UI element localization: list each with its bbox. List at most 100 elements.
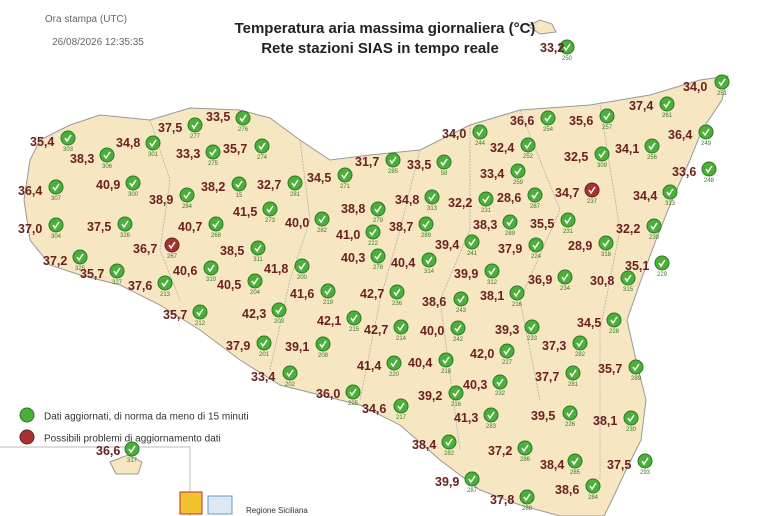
station-check xyxy=(254,244,262,253)
station-marker xyxy=(654,255,670,271)
station-id: 293 xyxy=(640,470,651,476)
sicily-outline xyxy=(23,75,729,516)
station-id: 307 xyxy=(51,196,62,202)
station-marker xyxy=(659,96,675,112)
station-id: 215 xyxy=(349,327,360,333)
station-id: 233 xyxy=(527,336,538,342)
station-check xyxy=(513,289,521,298)
station-check xyxy=(113,267,121,276)
station-check xyxy=(291,179,299,188)
station-id: 274 xyxy=(257,155,268,161)
station-marker xyxy=(424,189,440,205)
station-check xyxy=(191,121,199,130)
station-marker xyxy=(646,218,662,234)
station-check xyxy=(397,323,405,332)
station-id: 248 xyxy=(704,178,715,184)
station-temperature: 34,0 xyxy=(442,127,466,141)
station-marker xyxy=(572,335,588,351)
station-marker xyxy=(438,352,454,368)
station-marker xyxy=(524,319,540,335)
station-temperature: 34,6 xyxy=(362,402,386,416)
station-marker xyxy=(528,237,544,253)
station-check xyxy=(718,78,726,87)
station-temperature: 42,0 xyxy=(470,347,494,361)
station-temperature: 41,8 xyxy=(264,262,288,276)
station-id: 289 xyxy=(631,376,642,382)
station-temperature: 38,3 xyxy=(473,218,497,232)
station-marker xyxy=(393,319,409,335)
station-temperature: 35,7 xyxy=(598,362,622,376)
station-temperature: 40,3 xyxy=(341,251,365,265)
station-temperature: 40,0 xyxy=(285,216,309,230)
print-time: 26/08/2026 12:35:35 xyxy=(52,37,144,48)
station-marker xyxy=(418,216,434,232)
station-id: 208 xyxy=(318,353,329,359)
station-marker xyxy=(256,335,272,351)
station-id: 201 xyxy=(259,352,270,358)
station-marker xyxy=(337,167,353,183)
station-marker xyxy=(520,137,536,153)
station-check xyxy=(531,191,539,200)
station-marker xyxy=(620,270,636,286)
station-check xyxy=(514,167,522,176)
station-marker xyxy=(231,176,247,192)
station-check xyxy=(487,411,495,420)
station-temperature: 38,6 xyxy=(555,483,579,497)
station-check xyxy=(506,218,514,227)
station-id: 277 xyxy=(190,134,201,140)
station-marker xyxy=(560,212,576,228)
station-temperature: 39,2 xyxy=(418,389,442,403)
station-check xyxy=(149,139,157,148)
station-id: 285 xyxy=(570,470,581,476)
station-marker xyxy=(254,138,270,154)
station-temperature: 40,4 xyxy=(391,256,415,270)
station-id: 237 xyxy=(587,199,598,205)
station-temperature: 32,4 xyxy=(490,141,514,155)
station-id: 289 xyxy=(505,231,516,237)
station-id: 236 xyxy=(392,301,403,307)
station-id: 249 xyxy=(701,141,712,147)
station-check xyxy=(275,306,283,315)
station-marker xyxy=(262,201,278,217)
station-temperature: 33,4 xyxy=(480,167,504,181)
station-temperature: 34,1 xyxy=(615,142,639,156)
station-temperature: 41,0 xyxy=(336,228,360,242)
station-id: 216 xyxy=(451,402,462,408)
station-temperature: 37,8 xyxy=(490,493,514,507)
station-marker xyxy=(453,291,469,307)
station-check xyxy=(702,128,710,137)
station-temperature: 35,7 xyxy=(223,142,247,156)
station-id: 306 xyxy=(102,164,113,170)
station-id: 231 xyxy=(563,229,574,235)
station-temperature: 36,4 xyxy=(18,184,42,198)
legend-ok: Dati aggiornati, di norma da meno di 15 … xyxy=(44,412,249,423)
station-temperature: 41,5 xyxy=(233,205,257,219)
station-check xyxy=(588,186,596,195)
station-temperature: 38,8 xyxy=(341,202,365,216)
station-marker xyxy=(478,191,494,207)
station-marker xyxy=(484,263,500,279)
region-logo xyxy=(179,491,203,515)
station-id: 257 xyxy=(602,125,613,131)
station-marker xyxy=(99,147,115,163)
station-id: 58 xyxy=(441,171,448,177)
station-temperature: 37,6 xyxy=(128,279,152,293)
station-id: 224 xyxy=(531,254,542,260)
station-marker xyxy=(385,152,401,168)
province-borders xyxy=(149,104,621,480)
station-temperature: 33,5 xyxy=(407,158,431,172)
station-temperature: 39,1 xyxy=(285,340,309,354)
station-check xyxy=(496,378,504,387)
station-marker xyxy=(157,275,173,291)
station-temperature: 37,9 xyxy=(226,339,250,353)
station-id: 216 xyxy=(512,302,523,308)
station-id: 311 xyxy=(253,257,263,263)
station-id: 251 xyxy=(717,91,728,97)
station-temperature: 40,5 xyxy=(217,278,241,292)
station-marker xyxy=(448,385,464,401)
station-id: 284 xyxy=(588,495,599,501)
station-id: 282 xyxy=(444,451,455,457)
station-id: 282 xyxy=(317,228,328,234)
station-check xyxy=(445,438,453,447)
inset-frame xyxy=(0,446,191,516)
